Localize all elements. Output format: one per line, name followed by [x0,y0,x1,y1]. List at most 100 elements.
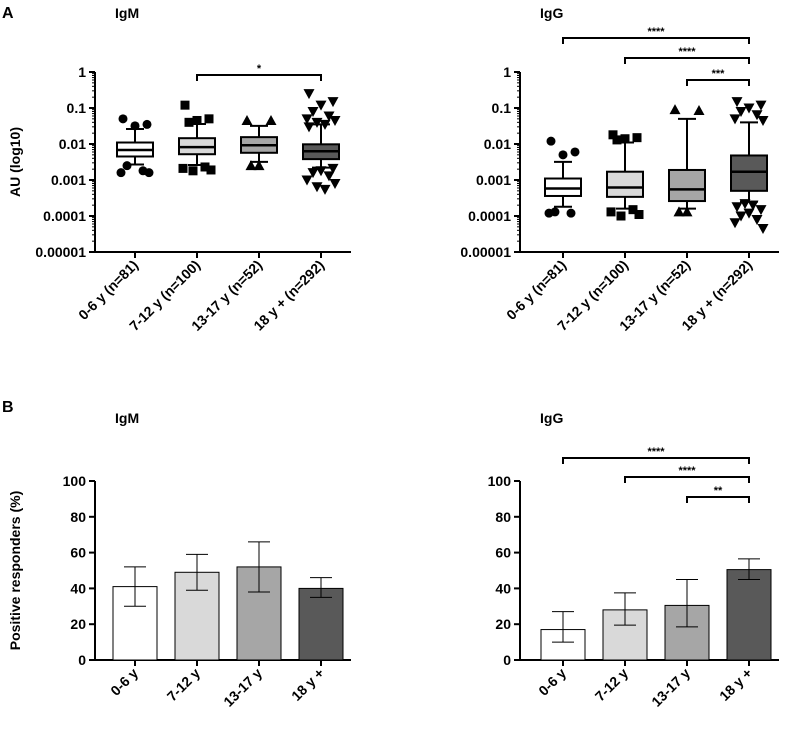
outlier-point [178,163,188,173]
x-category-label: 0-6 y (n=81) [75,257,141,323]
outlier-point [301,114,313,125]
y-tick-label: 0.0001 [43,208,86,224]
y-tick-label: 80 [495,509,511,525]
outlier-point [757,223,769,234]
outlier-point [130,121,140,131]
outlier-point [315,100,327,111]
outlier-point [303,89,315,100]
outlier-point [673,206,685,217]
x-category-label: 18 y + [288,665,327,704]
y-tick-label: 40 [495,580,511,596]
outlier-point [620,134,630,144]
outlier-point [632,133,642,143]
box-group [240,114,278,171]
outlier-point [558,150,568,160]
y-tick-label: 1 [503,64,511,80]
y-tick-label: 60 [70,545,86,561]
y-tick-label: 1 [78,64,86,80]
x-category-label: 0-6 y [535,665,569,699]
outlier-point [118,114,128,124]
panel-letter-a: A [2,5,14,22]
chart-title: IgM [115,410,139,426]
outlier-point [122,161,132,171]
y-tick-label: 20 [495,616,511,632]
chart-title: IgM [115,5,139,21]
outlier-point [327,163,339,174]
y-tick-label: 100 [63,473,87,489]
significance-label: **** [647,26,665,38]
significance-label: **** [647,446,665,458]
outlier-point [323,111,335,122]
y-tick-label: 0.00001 [35,244,86,260]
outlier-point [241,114,253,125]
outlier-point [743,103,755,114]
outlier-point [735,106,747,117]
outlier-point [253,160,265,171]
outlier-point [729,114,741,125]
outlier-point [301,175,313,186]
y-tick-label: 0.0001 [468,208,511,224]
outlier-point [757,115,769,126]
box-group [178,100,216,176]
outlier-point [329,178,341,189]
outlier-point [327,97,339,108]
outlier-point [184,117,194,127]
igg-positive-responders-chart: IgG 0 20 40 60 80 100 0-6 y 7-12 y 13-17 y 18 y + *… [488,410,779,710]
outlier-point [303,122,315,133]
box-iqr [730,154,768,192]
significance-bracket [624,57,750,64]
y-tick-label: 0.01 [484,136,511,152]
outlier-point [200,162,210,172]
panel-letter-b: B [2,399,14,416]
outlier-point [731,97,743,108]
outlier-point [323,171,335,182]
outlier-point [612,135,622,145]
significance-label: **** [678,46,696,58]
outlier-point [751,110,763,121]
outlier-point [755,205,767,216]
outlier-point [319,119,331,130]
significance-bracket [686,496,750,503]
box-group [668,104,706,217]
outlier-point [307,168,319,179]
outlier-point [206,165,216,175]
box-iqr [606,170,644,198]
outlier-point [755,100,767,111]
y-tick-label: 20 [70,616,86,632]
outlier-point [566,208,576,218]
x-category-label: 7-12 y [592,665,632,705]
significance-bracket [686,79,750,86]
significance-bracket [562,37,750,44]
significance-label: ** [714,485,723,497]
outlier-point [245,160,257,171]
outlier-point [616,211,626,221]
igm-positive-responders-chart: IgM 0 20 40 60 80 100 Positive responders (%) 0-… [7,410,351,710]
y-tick-label: 0.1 [67,100,87,116]
chart-title: IgG [540,410,563,426]
significance-bracket [562,457,750,464]
outlier-point [192,115,202,125]
y-tick-label: 0.001 [476,172,511,188]
x-category-label: 13-17 y [220,665,265,710]
y-axis-title: Positive responders (%) [7,491,23,651]
bar [726,569,772,661]
outlier-point [608,130,618,140]
y-tick-label: 60 [495,545,511,561]
outlier-point [204,114,214,124]
box-group [729,97,769,234]
outlier-point [731,202,743,213]
outlier-point [570,147,580,157]
outlier-point [739,199,751,210]
significance-label: **** [678,465,696,477]
outlier-point [747,200,759,211]
outlier-point [546,136,556,146]
outlier-point [329,115,341,126]
x-category-label: 18 y + [716,665,755,704]
y-tick-label: 100 [488,473,512,489]
y-tick-label: 0 [503,652,511,668]
outlier-point [311,182,323,193]
outlier-point [669,104,681,115]
box-group [544,136,582,218]
significance-bracket [196,74,322,81]
